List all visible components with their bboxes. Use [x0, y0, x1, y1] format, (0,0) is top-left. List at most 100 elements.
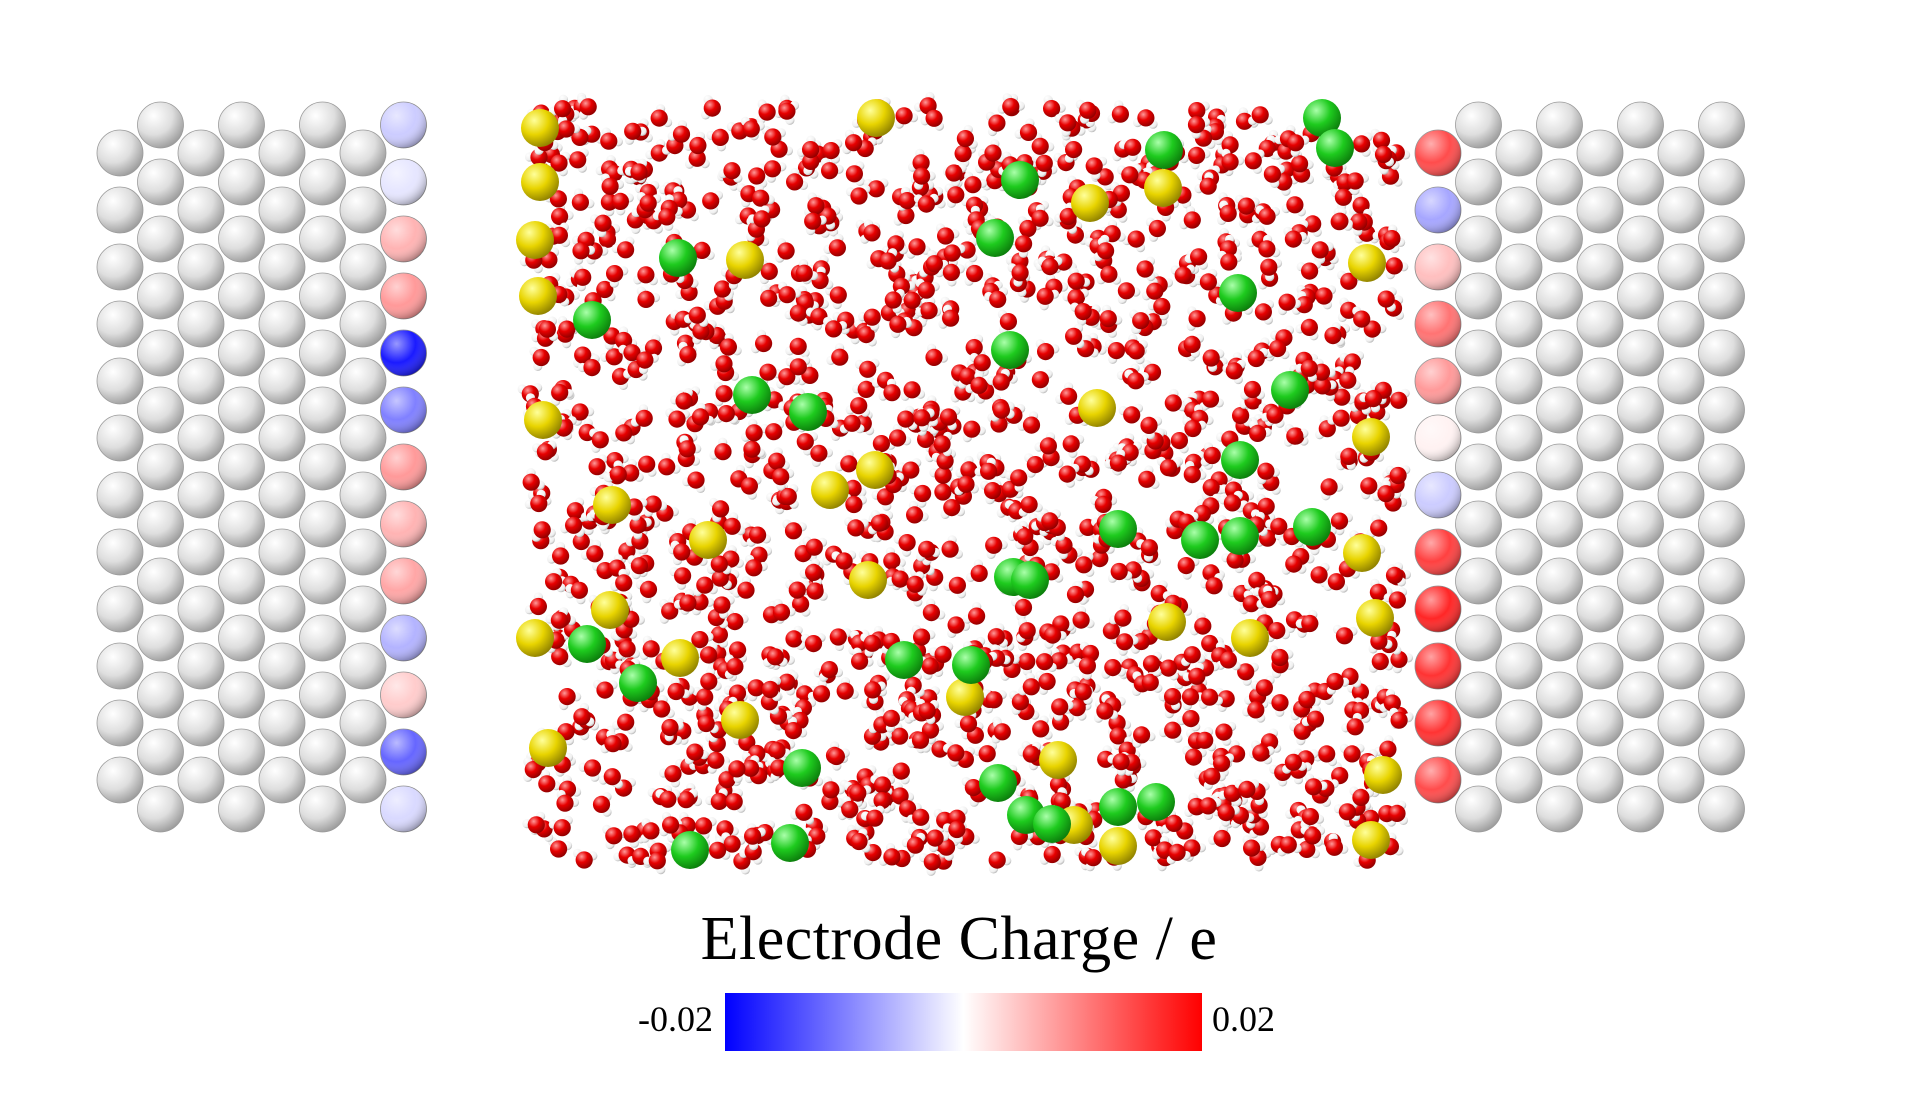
- oxygen-atom: [618, 640, 636, 658]
- oxygen-atom: [863, 727, 882, 745]
- oxygen-atom: [759, 363, 777, 381]
- right-electrode-atom: [1698, 557, 1745, 605]
- oxygen-atom: [966, 264, 984, 283]
- oxygen-atom: [1136, 260, 1154, 278]
- oxygen-atom: [729, 641, 747, 659]
- left-electrode: [96, 101, 427, 833]
- oxygen-atom: [1300, 318, 1318, 336]
- oxygen-atom: [829, 286, 847, 304]
- right-interface-atom-shading: [1415, 187, 1461, 233]
- oxygen-atom: [1243, 380, 1262, 399]
- oxygen-atom: [984, 482, 1002, 500]
- left-interface-atom-shading: [380, 216, 427, 262]
- left-electrode-atom: [96, 129, 144, 177]
- oxygen-atom: [964, 779, 983, 797]
- oxygen-atom: [1335, 627, 1354, 645]
- left-electrode-atom: [299, 671, 346, 719]
- right-electrode-atom: [1617, 614, 1664, 662]
- left-electrode-atom: [218, 500, 265, 548]
- anion: [1271, 371, 1309, 409]
- anion: [568, 625, 606, 663]
- right-interface-atom-shading: [1415, 643, 1461, 689]
- oxygen-atom: [1332, 409, 1350, 427]
- left-electrode-atom: [137, 158, 184, 206]
- cation: [811, 471, 849, 509]
- left-interface-atom-shading: [380, 444, 427, 490]
- right-electrode-atom: [1536, 728, 1583, 776]
- oxygen-atom: [1181, 688, 1200, 706]
- oxygen-atom: [895, 107, 913, 125]
- oxygen-atom: [1385, 566, 1404, 585]
- oxygen-atom: [1051, 698, 1069, 716]
- oxygen-atom: [1249, 424, 1267, 442]
- oxygen-atom: [1372, 131, 1391, 149]
- oxygen-atom: [1036, 287, 1054, 305]
- oxygen-atom: [898, 534, 916, 552]
- oxygen-atom: [639, 580, 658, 599]
- oxygen-atom: [808, 827, 826, 845]
- oxygen-atom: [758, 103, 776, 121]
- oxygen-atom: [571, 403, 589, 421]
- cation: [591, 591, 629, 629]
- right-electrode-atom: [1698, 386, 1745, 434]
- oxygen-atom: [1235, 112, 1254, 130]
- oxygen-atom: [948, 576, 967, 594]
- oxygen-atom: [1060, 387, 1078, 405]
- oxygen-atom: [1343, 353, 1361, 371]
- oxygen-atom: [836, 682, 854, 700]
- oxygen-atom: [1263, 165, 1281, 183]
- left-electrode-atom: [299, 215, 346, 263]
- oxygen-atom: [675, 392, 693, 410]
- right-electrode-atom: [1536, 557, 1583, 605]
- oxygen-atom: [529, 597, 548, 616]
- left-electrode-atom: [339, 357, 387, 405]
- right-electrode-atom: [1657, 756, 1705, 804]
- oxygen-atom: [1117, 282, 1135, 300]
- oxygen-atom: [1127, 230, 1145, 248]
- oxygen-atom: [1011, 693, 1029, 711]
- oxygen-atom: [672, 125, 691, 143]
- cation: [516, 221, 554, 259]
- oxygen-atom: [1199, 797, 1217, 815]
- oxygen-atom: [1353, 310, 1371, 328]
- oxygen-atom: [1286, 196, 1304, 214]
- oxygen-atom: [1127, 342, 1145, 360]
- oxygen-atom: [957, 475, 975, 493]
- right-electrode-atom: [1617, 557, 1664, 605]
- oxygen-atom: [822, 781, 840, 799]
- oxygen-atom: [1291, 155, 1309, 173]
- oxygen-atom: [1015, 235, 1033, 253]
- oxygen-atom: [1388, 804, 1406, 823]
- oxygen-atom: [1067, 289, 1085, 307]
- oxygen-atom: [1140, 539, 1158, 557]
- oxygen-atom: [850, 832, 868, 851]
- oxygen-atom: [1110, 562, 1128, 581]
- left-interface-atom-shading: [380, 273, 427, 319]
- oxygen-atom: [1035, 154, 1053, 172]
- oxygen-atom: [913, 628, 931, 646]
- oxygen-atom: [1121, 443, 1139, 461]
- right-electrode: [1414, 101, 1745, 833]
- oxygen-atom: [1326, 672, 1344, 691]
- anion: [1099, 510, 1137, 548]
- anion: [573, 301, 611, 339]
- right-electrode-atom: [1495, 642, 1543, 690]
- left-electrode-atom: [258, 642, 306, 690]
- oxygen-atom: [956, 130, 975, 148]
- oxygen-atom: [688, 149, 706, 167]
- left-electrode-atom: [218, 272, 265, 320]
- oxygen-atom: [630, 163, 648, 181]
- cation: [721, 701, 759, 739]
- right-electrode-atom: [1698, 215, 1745, 263]
- oxygen-atom: [1062, 435, 1080, 453]
- oxygen-atom: [637, 266, 655, 284]
- oxygen-atom: [1243, 839, 1261, 857]
- right-electrode-atom: [1576, 528, 1624, 576]
- left-electrode-atom: [339, 243, 387, 291]
- oxygen-atom: [1301, 614, 1319, 633]
- right-electrode-atom: [1698, 329, 1745, 377]
- right-electrode-atom: [1617, 101, 1664, 149]
- oxygen-atom: [588, 458, 606, 476]
- oxygen-atom: [574, 268, 592, 286]
- oxygen-atom: [600, 132, 618, 150]
